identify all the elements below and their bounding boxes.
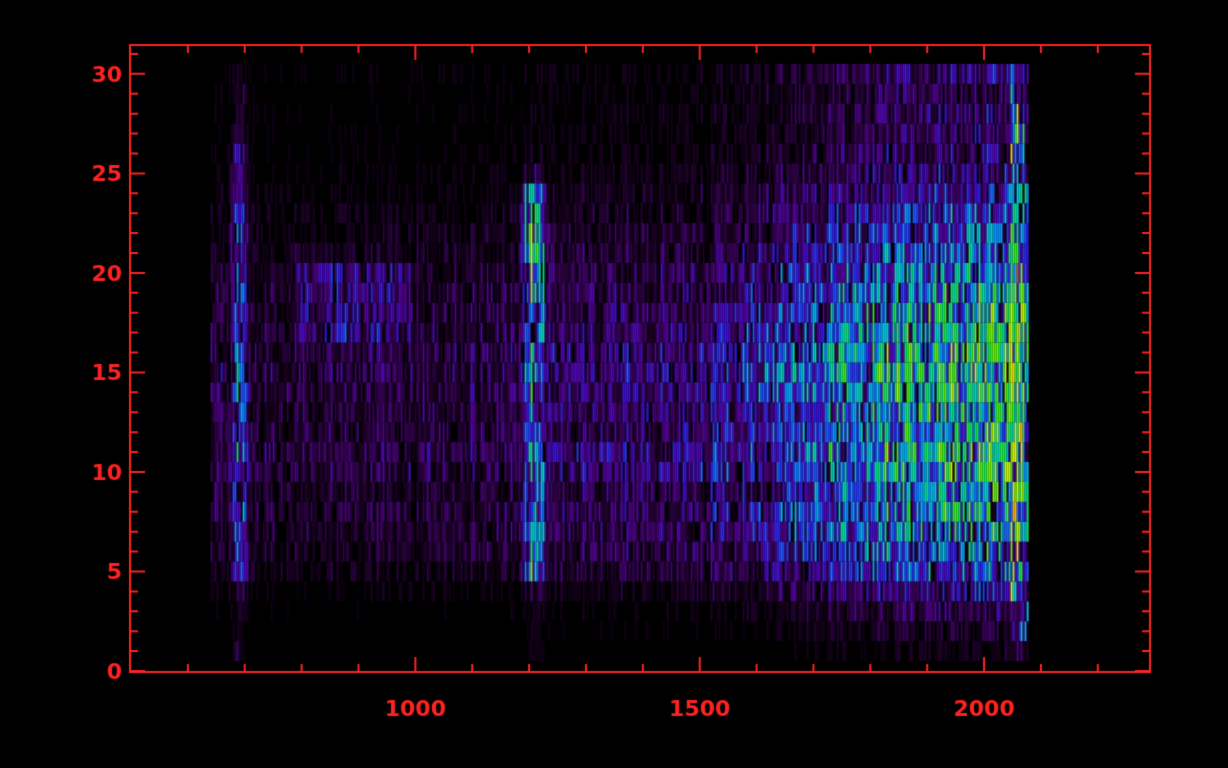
spectral-heatmap: [0, 0, 1228, 768]
spectral-image-viewer: ra_160712014853_hisb_lin.fit 0 5.00000e+…: [0, 0, 1228, 768]
